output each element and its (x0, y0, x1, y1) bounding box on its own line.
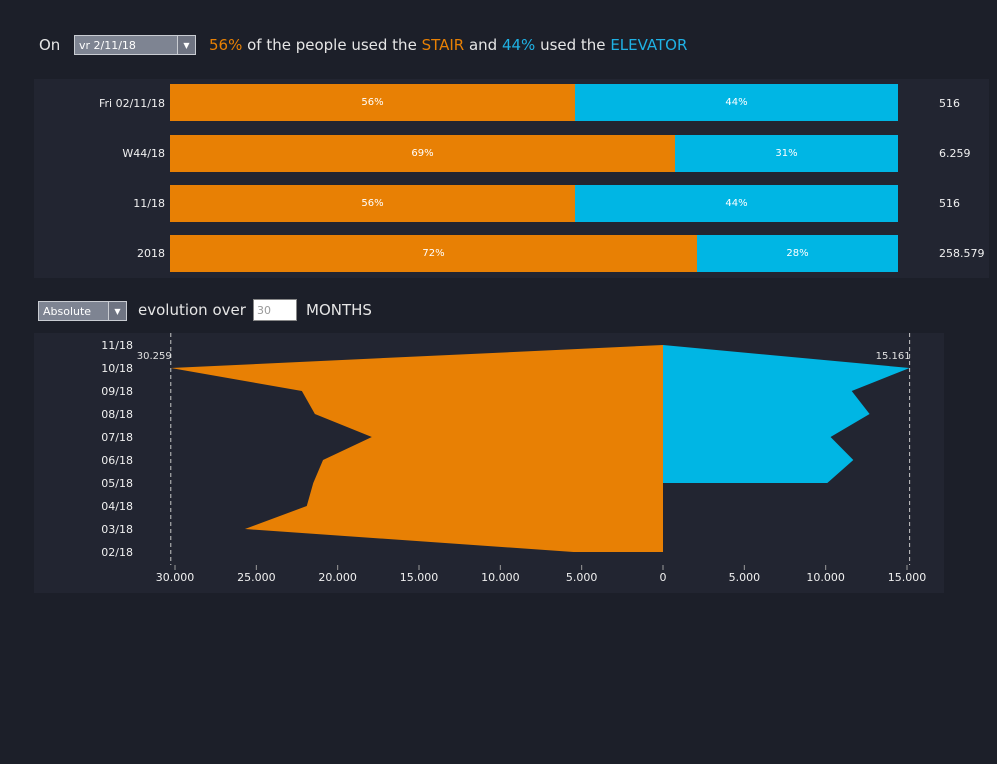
stair-bar-label: 56% (361, 198, 384, 209)
stair-bar-segment[interactable]: 56% (170, 84, 575, 121)
x-tick-label: 5.000 (729, 571, 761, 584)
date-selector-value: vr 2/11/18 (79, 38, 136, 52)
mode-selector-value: Absolute (43, 304, 92, 318)
row-label: W44/18 (122, 147, 165, 160)
y-tick-label: 04/18 (101, 500, 133, 513)
x-tick-label: 20.000 (318, 571, 357, 584)
y-tick-label: 05/18 (101, 477, 133, 490)
x-tick-label: 10.000 (481, 571, 520, 584)
headline-text-1: of the people used the (242, 36, 422, 54)
stair-bar-label: 72% (422, 248, 445, 259)
elevator-bar-label: 28% (786, 248, 809, 259)
evolution-label: evolution over (138, 301, 246, 319)
elevator-bar-label: 44% (725, 97, 748, 108)
y-tick-label: 11/18 (101, 339, 133, 352)
stair-bar-label: 56% (361, 97, 384, 108)
row-label: 11/18 (133, 197, 165, 210)
stacked-bars-panel: Fri 02/11/18 56% 44% 516 W44/18 69% 31% … (34, 79, 989, 278)
stair-bar-segment[interactable]: 72% (170, 235, 697, 272)
x-tick-label: 25.000 (237, 571, 276, 584)
x-tick-label: 0 (660, 571, 667, 584)
chevron-down-icon[interactable]: ▼ (177, 36, 195, 54)
elevator-bar-segment[interactable]: 31% (675, 135, 898, 172)
y-tick-label: 06/18 (101, 454, 133, 467)
x-tick-label: 5.000 (566, 571, 598, 584)
x-tick-label: 15.000 (888, 571, 927, 584)
y-tick-label: 08/18 (101, 408, 133, 421)
stair-word: STAIR (421, 36, 465, 54)
elevator-bar-segment[interactable]: 28% (697, 235, 898, 272)
row-label: 2018 (137, 247, 165, 260)
months-input[interactable]: 30 (253, 299, 297, 321)
stair-max-label: 30.259 (137, 351, 172, 362)
elevator-bar-label: 31% (775, 148, 798, 159)
elevator-bar-segment[interactable]: 44% (575, 84, 898, 121)
row-label: Fri 02/11/18 (98, 97, 165, 110)
stair-percentage: 56% (209, 36, 243, 54)
elevator-word: ELEVATOR (610, 36, 688, 54)
y-tick-label: 09/18 (101, 385, 133, 398)
elevator-bar-label: 44% (725, 198, 748, 209)
headline-summary: 56% of the people used the STAIR and 44%… (209, 36, 687, 54)
x-tick-label: 15.000 (400, 571, 439, 584)
date-selector[interactable]: vr 2/11/18 ▼ (74, 35, 196, 55)
stair-bar-label: 69% (411, 148, 434, 159)
elevator-bar-segment[interactable]: 44% (575, 185, 898, 222)
elevator-max-label: 15.161 (876, 351, 911, 362)
x-tick-label: 30.000 (156, 571, 195, 584)
elevator-area (663, 345, 910, 483)
y-tick-label: 10/18 (101, 362, 133, 375)
evolution-chart: 30.259 15.161 11/18 10/18 09/18 08/18 07/18 06/… (101, 333, 927, 584)
y-tick-label: 03/18 (101, 523, 133, 536)
stair-area (170, 345, 663, 552)
x-tick-label: 10.000 (806, 571, 845, 584)
mode-selector[interactable]: Absolute ▼ (38, 301, 127, 321)
y-tick-label: 07/18 (101, 431, 133, 444)
months-unit-label: MONTHS (306, 301, 372, 319)
row-total: 258.579 (939, 247, 985, 260)
chevron-down-icon[interactable]: ▼ (108, 302, 126, 320)
headline-text-and: and (464, 36, 502, 54)
row-total: 516 (939, 197, 960, 210)
row-total: 516 (939, 97, 960, 110)
stair-bar-segment[interactable]: 69% (170, 135, 675, 172)
stair-bar-segment[interactable]: 56% (170, 185, 575, 222)
evolution-chart-panel: 30.259 15.161 11/18 10/18 09/18 08/18 07/18 06/… (34, 333, 944, 593)
months-input-value: 30 (257, 303, 271, 317)
y-tick-label: 02/18 (101, 546, 133, 559)
row-total: 6.259 (939, 147, 971, 160)
on-label: On (39, 36, 61, 54)
elevator-percentage: 44% (501, 36, 536, 54)
headline-text-2: used the (535, 36, 611, 54)
